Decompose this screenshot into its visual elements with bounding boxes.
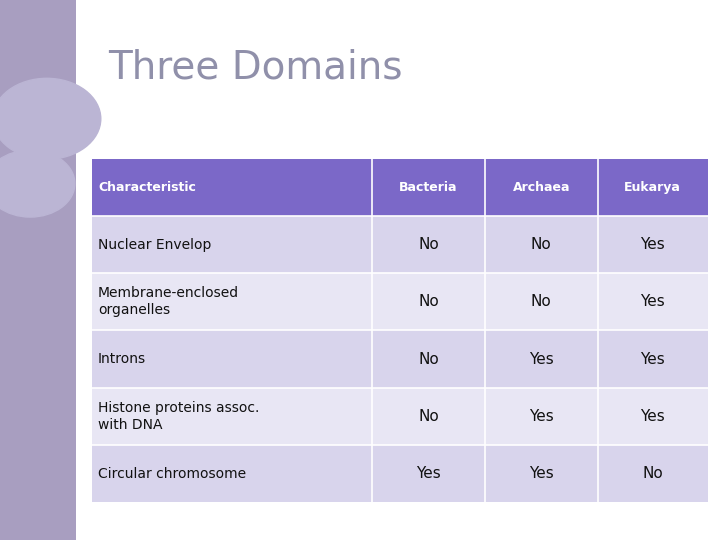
Text: Yes: Yes (640, 409, 665, 424)
Circle shape (0, 78, 101, 159)
Bar (92, 216, 708, 273)
Text: Nuclear Envelop: Nuclear Envelop (98, 238, 211, 252)
Bar (92, 388, 708, 445)
Text: No: No (642, 466, 663, 481)
Text: Characteristic: Characteristic (98, 181, 196, 194)
Text: No: No (418, 352, 439, 367)
Text: No: No (418, 409, 439, 424)
Text: No: No (418, 294, 439, 309)
Bar (92, 445, 708, 502)
Text: Circular chromosome: Circular chromosome (98, 467, 246, 481)
Text: Yes: Yes (529, 352, 554, 367)
Text: Yes: Yes (640, 352, 665, 367)
Text: Yes: Yes (416, 466, 441, 481)
Text: Yes: Yes (640, 237, 665, 252)
Text: Three Domains: Three Domains (108, 49, 402, 86)
Text: Eukarya: Eukarya (624, 181, 681, 194)
Text: Introns: Introns (98, 352, 146, 366)
Text: No: No (418, 237, 439, 252)
Text: Bacteria: Bacteria (400, 181, 458, 194)
Text: No: No (531, 237, 552, 252)
Text: Histone proteins assoc.
with DNA: Histone proteins assoc. with DNA (98, 401, 259, 431)
Text: Yes: Yes (640, 294, 665, 309)
Bar (92, 159, 708, 216)
Bar (0, 0, 76, 540)
Text: Yes: Yes (529, 409, 554, 424)
Text: Membrane-enclosed
organelles: Membrane-enclosed organelles (98, 287, 239, 317)
Bar (92, 273, 708, 330)
Text: Archaea: Archaea (513, 181, 570, 194)
Text: Yes: Yes (529, 466, 554, 481)
Circle shape (0, 150, 75, 217)
Bar (92, 330, 708, 388)
Text: No: No (531, 294, 552, 309)
